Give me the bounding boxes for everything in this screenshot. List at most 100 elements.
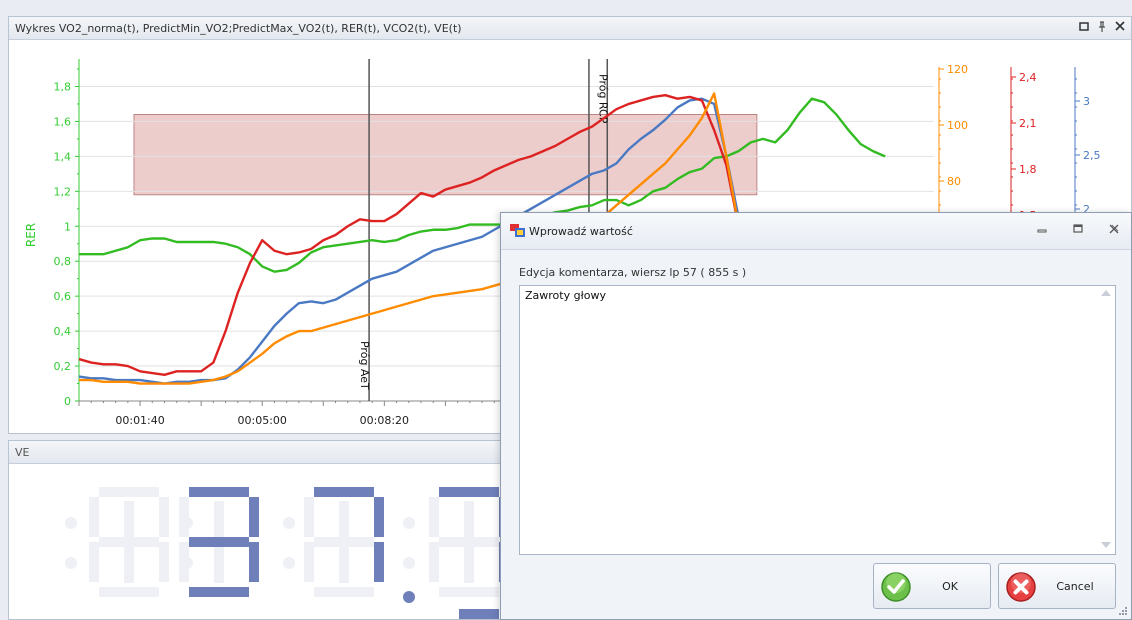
y-orange-tick-label: 100 xyxy=(947,119,968,132)
ve-segment-display xyxy=(65,487,507,619)
y-blue-tick-label: 2,5 xyxy=(1083,149,1101,162)
segment xyxy=(179,497,189,537)
segment xyxy=(339,501,349,537)
series-line-0 xyxy=(79,97,886,273)
segment xyxy=(314,537,344,547)
segment xyxy=(314,487,374,497)
close-icon[interactable] xyxy=(1113,21,1127,35)
segment xyxy=(159,497,169,537)
colon-dot xyxy=(65,517,77,529)
comment-textarea[interactable] xyxy=(519,285,1116,555)
y-left-tick-label: 1 xyxy=(64,220,71,233)
y-left-tick-label: 0,4 xyxy=(54,325,72,338)
pin-icon[interactable] xyxy=(1095,21,1109,35)
x-tick-label: 00:08:20 xyxy=(360,414,409,427)
dialog-close-icon[interactable] xyxy=(1105,222,1123,240)
cancel-label: Cancel xyxy=(1056,580,1094,593)
segment xyxy=(429,497,439,537)
segment xyxy=(99,487,159,497)
segment xyxy=(249,542,259,582)
segment xyxy=(124,501,134,537)
scroll-up-icon[interactable] xyxy=(1101,290,1111,296)
y-red-tick-label: 2,4 xyxy=(1019,71,1037,84)
segment xyxy=(439,487,499,497)
segment xyxy=(314,587,374,597)
cancel-button[interactable]: Cancel xyxy=(998,563,1116,609)
y-orange-tick-label: 80 xyxy=(947,175,961,188)
segment xyxy=(89,542,99,582)
series-line-2 xyxy=(78,94,740,376)
segment xyxy=(129,537,159,547)
segment xyxy=(374,497,384,537)
y-left-tick-label: 1,6 xyxy=(54,115,72,128)
ve-titlebar: VE xyxy=(9,441,507,464)
segment xyxy=(374,542,384,582)
y-blue-tick-label: 2 xyxy=(1083,203,1090,216)
y-left-tick-label: 0 xyxy=(64,395,71,408)
ve-panel: VE xyxy=(8,440,508,620)
series-line-1 xyxy=(78,97,740,385)
segment xyxy=(189,587,249,597)
segment xyxy=(189,487,249,497)
restore-window-icon[interactable] xyxy=(1077,21,1091,35)
y-orange-tick-label: 120 xyxy=(947,63,968,76)
segment xyxy=(469,537,499,547)
segment xyxy=(159,542,169,582)
segment xyxy=(179,542,189,582)
x-icon xyxy=(1006,572,1036,602)
y-left-tick-label: 0,8 xyxy=(54,255,72,268)
segment xyxy=(219,537,249,547)
y-axis-label: RER xyxy=(24,223,38,247)
ve-title: VE xyxy=(15,446,30,459)
app-icon xyxy=(510,224,525,237)
colon-dot xyxy=(283,557,295,569)
segment xyxy=(89,497,99,537)
colon-dot xyxy=(283,517,295,529)
segment xyxy=(214,547,224,583)
chart-title: Wykres VO2_norma(t), PredictMin_VO2;Pred… xyxy=(15,22,462,35)
x-tick-label: 00:05:00 xyxy=(238,414,287,427)
y-left-tick-label: 1,8 xyxy=(54,80,72,93)
threshold-band xyxy=(133,114,758,196)
y-red-tick-label: 2,1 xyxy=(1019,117,1037,130)
x-tick-label: 00:01:40 xyxy=(115,414,164,427)
series-line-3 xyxy=(79,92,740,385)
decimal-point xyxy=(403,591,415,603)
segment xyxy=(344,537,374,547)
y-left-tick-label: 1,2 xyxy=(54,185,72,198)
segment xyxy=(189,537,219,547)
segment xyxy=(304,542,314,582)
y-left-tick-label: 0,2 xyxy=(54,360,72,373)
colon-dot xyxy=(403,557,415,569)
minimize-icon[interactable] xyxy=(1033,222,1051,240)
maximize-icon[interactable] xyxy=(1069,222,1087,240)
segment xyxy=(99,537,129,547)
comment-scrollbar[interactable] xyxy=(1097,286,1115,554)
chart: 0 0,2 0,4 0,6 0,8 1 1,2 1,4 1,6 1,8 RER 00:01:40 00:… xyxy=(24,59,1101,427)
y-blue-tick-label: 3 xyxy=(1083,95,1090,108)
resize-grip-icon[interactable] xyxy=(1118,606,1128,616)
colon-dot xyxy=(403,517,415,529)
segment xyxy=(439,587,499,597)
check-icon xyxy=(881,572,911,602)
segment xyxy=(214,501,224,537)
dialog-titlebar[interactable]: Wprowadź wartość xyxy=(501,213,1131,250)
segment xyxy=(249,497,259,537)
y-left-tick-label: 0,6 xyxy=(54,290,72,303)
segment xyxy=(439,537,469,547)
unit-fragment xyxy=(459,609,499,619)
y-left-tick-label: 1,4 xyxy=(54,150,72,163)
threshold-marker-label: Próg AeT xyxy=(358,341,371,390)
input-dialog: Wprowadź wartość Edycja komentarza, wier… xyxy=(500,212,1132,620)
ok-label: OK xyxy=(942,580,958,593)
segment xyxy=(339,547,349,583)
y-red-tick-label: 1,8 xyxy=(1019,163,1037,176)
colon-dot xyxy=(65,557,77,569)
chart-titlebar: Wykres VO2_norma(t), PredictMin_VO2;Pred… xyxy=(9,17,1131,40)
threshold-marker-label: Próg RCP xyxy=(596,74,609,124)
segment xyxy=(464,501,474,537)
scroll-down-icon[interactable] xyxy=(1101,542,1111,548)
segment xyxy=(124,547,134,583)
ok-button[interactable]: OK xyxy=(873,563,991,609)
comment-label: Edycja komentarza, wiersz lp 57 ( 855 s … xyxy=(519,266,747,279)
